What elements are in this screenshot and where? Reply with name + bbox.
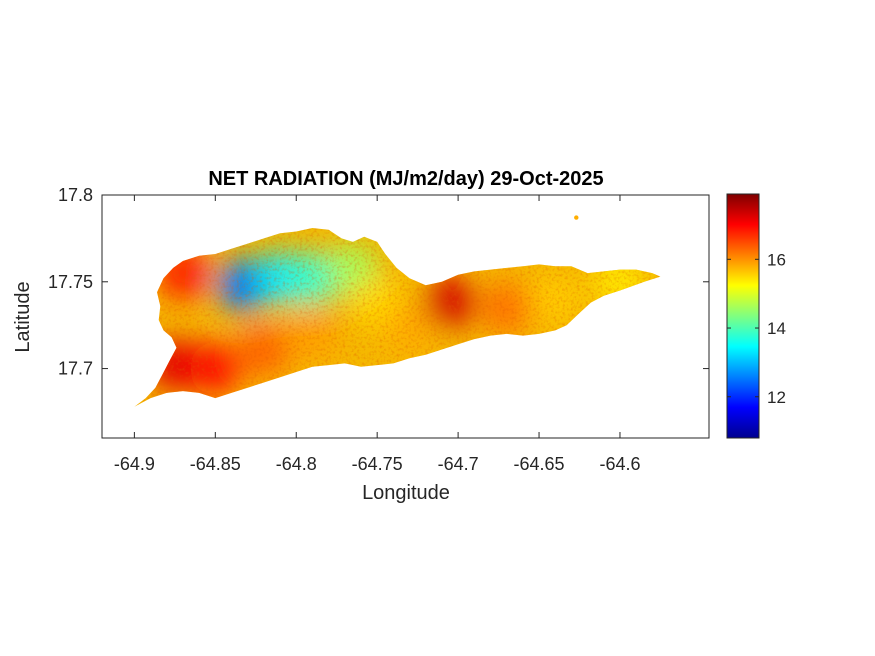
y-axis-ticks: 17.7 17.75 17.8 (48, 185, 709, 379)
colorbar-tick-label: 16 (767, 250, 786, 269)
x-tick-label: -64.6 (599, 454, 640, 474)
x-axis-label: Longitude (362, 482, 450, 504)
x-tick-label: -64.65 (514, 454, 565, 474)
colorbar-ticks: 12 14 16 (727, 250, 786, 407)
x-tick-label: -64.8 (276, 454, 317, 474)
x-tick-label: -64.9 (114, 454, 155, 474)
x-axis-ticks: -64.9 -64.85 -64.8 -64.75 -64.7 -64.65 -64.6 (114, 195, 640, 474)
colorbar: 12 14 16 (726, 193, 786, 439)
y-axis-label: Latitude (12, 281, 34, 352)
chart-title: NET RADIATION (MJ/m2/day) 29-Oct-2025 (208, 168, 603, 190)
x-tick-label: -64.75 (352, 454, 403, 474)
colorbar-tick-label: 14 (767, 319, 786, 338)
y-tick-label: 17.7 (58, 359, 93, 379)
y-tick-label: 17.8 (58, 185, 93, 205)
x-tick-label: -64.85 (190, 454, 241, 474)
y-tick-label: 17.75 (48, 272, 93, 292)
x-tick-label: -64.7 (438, 454, 479, 474)
colorbar-tick-label: 12 (767, 388, 786, 407)
detached-islet (574, 215, 579, 220)
colorbar-gradient (726, 193, 760, 439)
